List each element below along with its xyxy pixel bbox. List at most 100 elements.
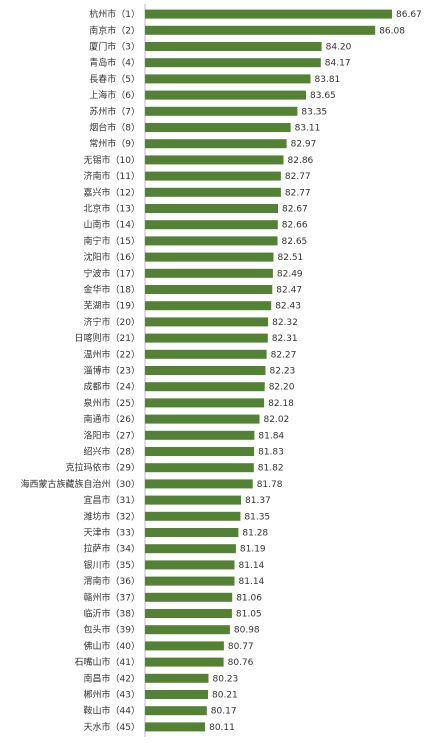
value-label: 82.66 <box>282 221 308 231</box>
category-label: 金华市（18） <box>84 284 140 296</box>
bar <box>145 673 209 683</box>
value-label: 86.08 <box>379 26 405 36</box>
bar <box>145 398 265 408</box>
bar <box>145 25 376 35</box>
bar <box>145 301 272 311</box>
value-label: 82.77 <box>285 188 311 198</box>
value-label: 83.65 <box>310 91 336 101</box>
bar <box>145 690 208 699</box>
category-label: 苏州市（7） <box>89 105 140 117</box>
category-labels-group: 杭州市（1） 南京市（2） 厦门市（3） 青岛市（4） 長春市（5） 上海市（6） 苏州市（… <box>21 8 140 733</box>
bar <box>145 528 239 537</box>
category-label: 南昌市（42） <box>84 672 140 684</box>
category-label: 上海市（6） <box>89 89 140 101</box>
value-label: 82.65 <box>282 237 308 247</box>
bar <box>145 479 253 489</box>
bar <box>145 106 298 116</box>
bar <box>145 349 267 359</box>
value-label: 81.14 <box>239 577 265 587</box>
category-label: 山南市（14） <box>84 219 140 231</box>
value-labels-group: 86.67 86.08 84.20 84.17 83.81 83.65 83.35 83.11… <box>209 10 422 733</box>
value-label: 80.98 <box>234 626 260 636</box>
category-label: 日喀则市（21） <box>75 332 140 344</box>
value-label: 82.67 <box>282 205 308 215</box>
value-label: 82.18 <box>268 399 294 409</box>
bar <box>145 252 274 262</box>
category-label: 银川市（35） <box>84 559 140 571</box>
category-label: 克拉玛依市（29） <box>66 462 140 474</box>
category-label: 佛山市（40） <box>84 640 140 652</box>
category-label: 烟台市（8） <box>89 122 140 134</box>
bar <box>145 625 230 635</box>
bar <box>145 382 265 392</box>
bar <box>145 155 284 165</box>
value-label: 80.17 <box>211 707 237 717</box>
bar <box>145 187 281 197</box>
bar <box>145 236 278 246</box>
category-label: 温州市（22） <box>84 348 140 360</box>
category-label: 绍兴市（28） <box>84 446 140 458</box>
value-label: 86.67 <box>396 10 422 20</box>
value-label: 83.11 <box>295 124 321 134</box>
bar <box>145 641 224 651</box>
category-label: 北京市（13） <box>84 203 140 215</box>
category-label: 石嘴山市（41） <box>75 656 140 668</box>
bar <box>145 42 322 51</box>
value-label: 82.43 <box>275 302 301 312</box>
category-label: 天水市（45） <box>84 721 140 733</box>
bar <box>145 268 273 278</box>
bar <box>145 366 266 375</box>
category-label: 嘉兴市（12） <box>84 186 140 198</box>
category-label: 天津市（33） <box>84 527 140 539</box>
value-label: 83.81 <box>315 75 341 85</box>
bar <box>145 576 235 586</box>
category-label: 南京市（2） <box>89 24 140 36</box>
value-label: 81.82 <box>258 464 284 474</box>
category-label: 芜湖市（19） <box>84 300 140 312</box>
value-label: 81.37 <box>245 496 271 506</box>
category-label: 常州市（9） <box>89 138 140 150</box>
value-label: 81.05 <box>236 610 262 620</box>
value-label: 82.27 <box>271 350 297 360</box>
bar <box>145 123 291 132</box>
value-label: 82.86 <box>288 156 314 166</box>
bar <box>145 139 287 149</box>
value-label: 81.83 <box>258 448 284 458</box>
category-label: 赣州市（37） <box>84 591 140 603</box>
category-label: 鞍山市（44） <box>84 705 140 717</box>
bar <box>145 204 278 213</box>
category-label: 南通市（26） <box>84 413 140 425</box>
category-label: 临沂市（38） <box>84 608 140 620</box>
value-label: 82.49 <box>277 269 303 279</box>
bar <box>145 560 235 570</box>
category-label: 南宁市（15） <box>84 235 140 247</box>
value-label: 82.23 <box>270 367 296 377</box>
category-label: 成都市（24） <box>84 381 140 393</box>
category-label: 青岛市（4） <box>89 57 140 69</box>
category-label: 无锡市（10） <box>84 154 140 166</box>
bar <box>145 722 206 732</box>
bar <box>145 74 311 84</box>
value-label: 82.31 <box>272 334 298 344</box>
category-label: 淄博市（23） <box>84 365 140 377</box>
category-label: 宜昌市（31） <box>84 494 140 506</box>
value-label: 80.77 <box>228 642 254 652</box>
category-label: 沈阳市（16） <box>84 251 140 263</box>
bar <box>145 447 255 456</box>
category-label: 济南市（11） <box>84 170 140 182</box>
bar <box>145 285 273 294</box>
category-label: 海西蒙古族藏族自治州（30） <box>21 478 140 490</box>
category-label: 長春市（5） <box>89 73 140 85</box>
value-label: 82.32 <box>272 318 298 328</box>
value-label: 82.77 <box>285 172 311 182</box>
value-label: 80.76 <box>228 658 254 668</box>
category-label: 济宁市（20） <box>84 316 140 328</box>
bar <box>145 171 281 181</box>
value-label: 83.35 <box>301 107 327 117</box>
value-label: 84.20 <box>326 43 352 53</box>
category-label: 洛阳市（27） <box>84 429 140 441</box>
value-label: 80.11 <box>209 723 235 733</box>
bar <box>145 317 269 327</box>
bars-group <box>145 9 392 732</box>
